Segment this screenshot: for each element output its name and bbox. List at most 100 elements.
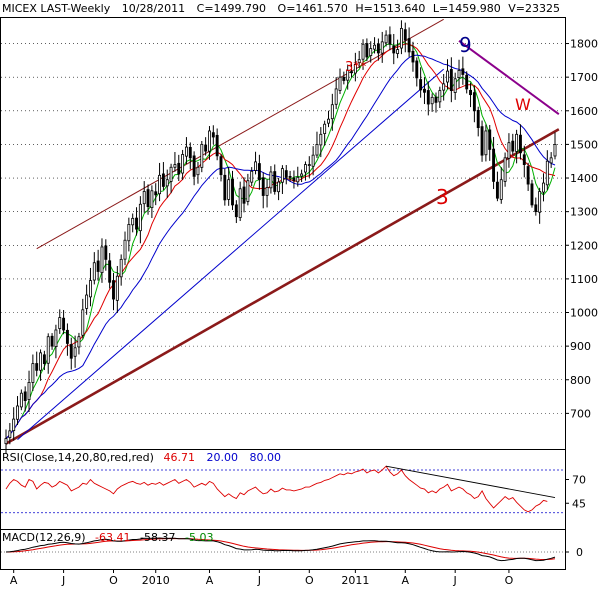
x-tick-label: O [505,574,514,587]
price-bar-body [461,68,465,75]
price-gridlines [1,43,565,414]
price-bar-body [330,104,334,120]
macd-signal-series [6,537,556,560]
price-bar-body [169,166,173,182]
price-bar-body [257,163,261,181]
macd-histogram-value: -5.03 [185,531,213,544]
price-bar-body [89,280,92,298]
rsi-axis: 45 70 [565,474,586,510]
price-bar-body [92,262,96,281]
price-bar-body [146,189,150,208]
annotation-label: 9 [459,33,472,57]
price-bar-body [242,186,246,204]
price-tick-label: 1700 [570,71,598,84]
rsi-upper: 80.00 [249,451,281,464]
moving-average-lines [5,41,556,439]
price-bar-body [81,309,85,336]
price-bar-body [499,179,503,200]
price-bar-body [16,405,19,420]
price-bar-body [300,173,304,177]
price-bar-body [138,203,142,232]
price-bar-body [269,171,273,189]
price-bar-body [484,130,488,156]
price-bar-body [426,90,430,105]
price-tick-label: 1400 [570,172,598,185]
symbol-label: MICEX LAST-Weekly [2,2,111,15]
close-label: C=1499.790 [197,2,266,15]
price-bar-body [277,181,281,193]
price-bar-body [492,148,496,182]
price-bar-body [238,188,242,218]
x-tick-label: O [109,574,118,587]
price-bar-body [127,224,131,242]
price-bar-body [192,155,196,177]
macd-tick-label: 0 [576,546,583,559]
price-bar-body [338,76,342,91]
rsi-tick-label: 45 [572,497,586,510]
x-tick-label: A [206,574,214,587]
low-label: L=1459.980 [433,2,501,15]
price-bar-body [380,41,384,54]
price-bar-body [407,38,411,53]
price-axis: 700 800 900 1000 1100 1200 1300 1400 1500 1600 170… [565,38,598,420]
price-bar-body [165,179,169,187]
price-tick-label: 1200 [570,239,598,252]
price-tick-label: 1800 [570,38,598,51]
trendline-2 [36,18,444,250]
price-bar-body [284,170,288,178]
price-bar-body [39,352,43,371]
macd-signal-value: -58.37 [140,531,175,544]
x-tick-label: 2011 [341,574,369,587]
price-bar-body [534,204,538,213]
price-bar-body [181,154,185,174]
price-bar-body [135,217,138,230]
price-bar-body [446,70,449,83]
price-bars [4,20,557,454]
price-bar-body [292,177,296,182]
price-bar-body [403,29,407,41]
macd-axis: 0 [565,546,583,559]
moving-average-21 [5,54,556,439]
price-bar-body [62,317,66,331]
price-bar-body [465,74,469,90]
price-bar-body [342,76,346,81]
price-bar-body [357,59,361,64]
price-bar-body [261,177,265,196]
price-bar-body [150,190,154,209]
price-bar-body [115,275,119,301]
price-bar-body [234,204,238,218]
price-bar-body [319,133,323,146]
price-bar-body [12,418,16,432]
price-bar-body [77,336,81,348]
volume-label: V=23325 [508,2,560,15]
annotation-label: 3** [345,60,367,75]
price-bar-body [346,70,350,81]
price-bar-body [227,179,231,200]
price-bar-body [173,164,177,168]
date-label: 10/28/2011 [122,2,185,15]
price-bar-body [515,133,519,152]
price-bar-body [472,92,476,112]
rsi-trendline [385,465,556,498]
price-bar-body [158,174,162,195]
price-bar-body [4,438,8,445]
price-bar-body [19,392,23,408]
price-bar-body [453,78,457,93]
price-bar-body [42,354,46,365]
price-bar-body [457,70,461,78]
price-bar-body [131,217,135,226]
price-bar-body [65,329,69,344]
price-bar-body [538,191,542,213]
price-tick-label: 800 [570,374,591,387]
rsi-tick-label: 70 [572,474,586,487]
price-bar-body [73,347,77,357]
price-bar-body [495,181,499,199]
price-bar-body [265,187,269,196]
price-tick-label: 1300 [570,206,598,219]
price-bar-body [507,142,511,159]
rsi-reference-lines [1,469,565,514]
price-bar-body [488,129,492,150]
price-bar-body [423,88,426,93]
price-bar-body [46,336,50,364]
price-bar-body [315,144,319,156]
